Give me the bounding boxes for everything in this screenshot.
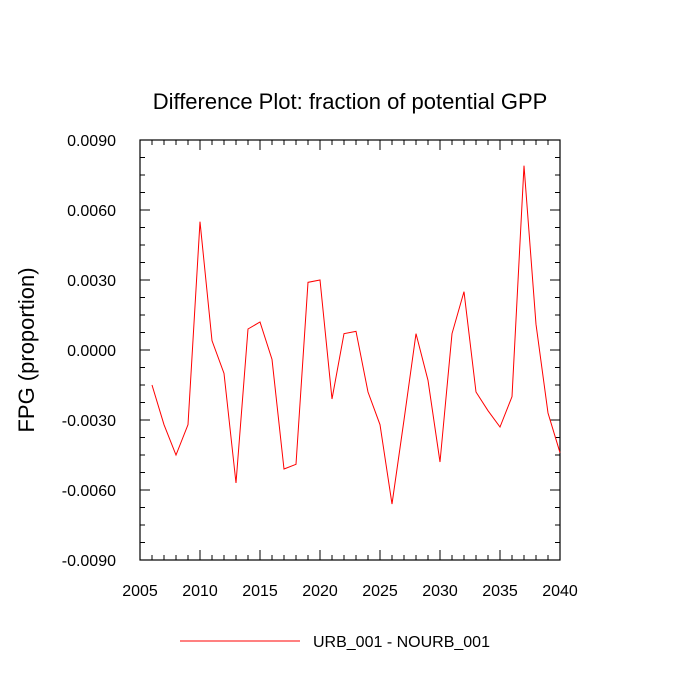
y-tick-label: -0.0090 (62, 553, 116, 570)
series-line (151, 165, 561, 505)
x-tick-label: 2005 (122, 583, 158, 600)
legend-label: URB_001 - NOURB_001 (313, 634, 490, 651)
legend: URB_001 - NOURB_001 (180, 634, 490, 651)
y-tick-labels: -0.0090 -0.0060 -0.0030 0.0000 0.0030 0.0060 0… (62, 133, 116, 570)
x-tick-label: 2010 (182, 583, 218, 600)
y-tick-label: -0.0030 (62, 413, 116, 430)
x-tick-label: 2015 (242, 583, 278, 600)
plot-frame (139, 139, 561, 561)
x-tick-label: 2040 (542, 583, 578, 600)
x-tick-label: 2035 (482, 583, 518, 600)
x-tick-label: 2030 (422, 583, 458, 600)
x-tick-labels: 2005 2010 2015 2020 2025 2030 2035 2040 (122, 583, 578, 600)
chart-title: Difference Plot: fraction of potential G… (153, 89, 548, 114)
y-tick-label: 0.0030 (67, 273, 116, 290)
y-tick-label: -0.0060 (62, 483, 116, 500)
axis-ticks (139, 139, 561, 561)
y-tick-label: 0.0060 (67, 203, 116, 220)
x-tick-label: 2020 (302, 583, 338, 600)
y-tick-label: 0.0000 (67, 343, 116, 360)
x-tick-label: 2025 (362, 583, 398, 600)
y-axis-label: FPG (proportion) (14, 267, 39, 432)
y-tick-label: 0.0090 (67, 133, 116, 150)
series-layer (151, 165, 561, 505)
